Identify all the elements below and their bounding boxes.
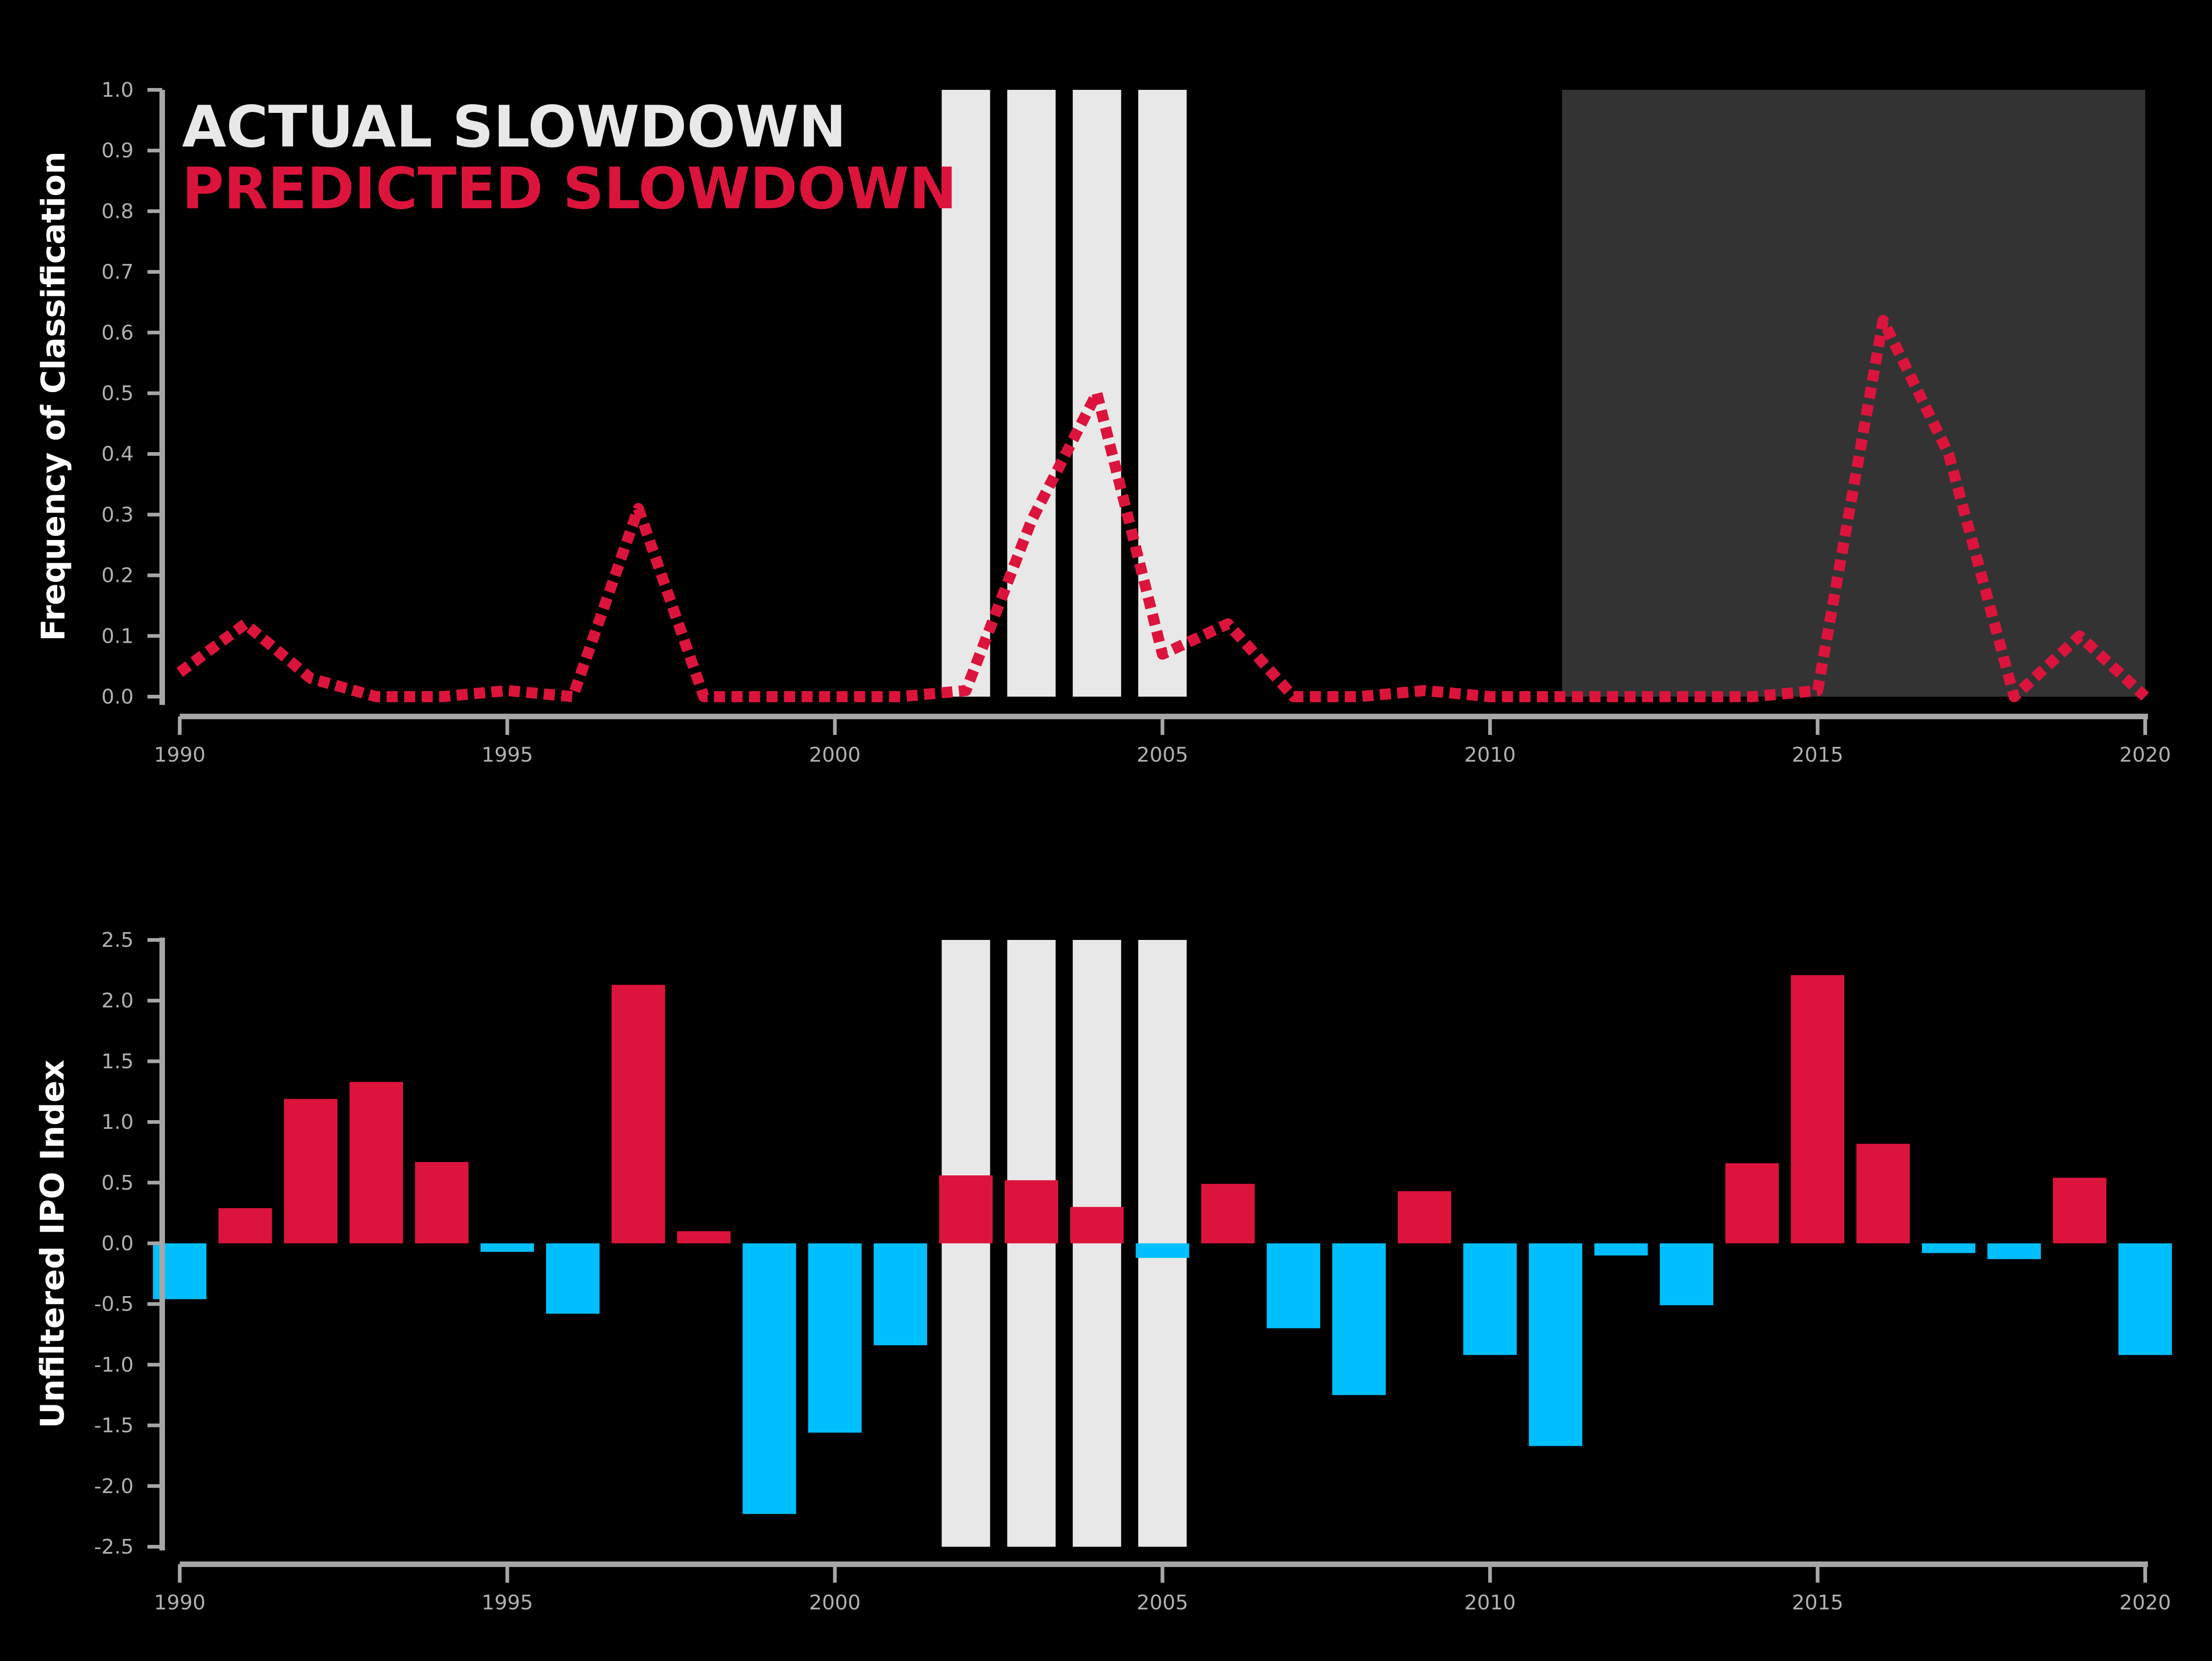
x-tick-label: 2000	[809, 743, 861, 767]
ipo-index-bar	[742, 1243, 796, 1514]
x-tick-label: 2010	[1464, 1591, 1516, 1614]
ipo-index-bar	[218, 1208, 272, 1244]
ipo-index-bar	[1070, 1207, 1124, 1244]
y-tick-label: 2.5	[101, 928, 134, 952]
x-tick-label: 2015	[1792, 1591, 1843, 1614]
y-tick-label: 1.5	[101, 1050, 134, 1073]
legend-actual-slowdown: ACTUAL SLOWDOWN	[182, 94, 847, 160]
actual-slowdown-rect	[1072, 90, 1121, 697]
ipo-index-bar	[1266, 1243, 1320, 1328]
x-tick-label: 2000	[809, 1591, 861, 1614]
y-tick-label: 0.8	[101, 200, 134, 223]
actual-slowdown-rect	[1138, 90, 1187, 697]
y-tick-label: 0.0	[101, 1232, 134, 1256]
ipo-index-bar	[2053, 1178, 2106, 1244]
y-tick-label: 0.1	[101, 624, 134, 648]
ipo-index-bar	[415, 1162, 469, 1244]
y-tick-label: 0.5	[101, 382, 134, 405]
ipo-index-bar	[284, 1099, 338, 1244]
ipo-index-bar	[349, 1082, 403, 1244]
y-tick-label: 0.3	[101, 503, 134, 527]
ipo-index-panel: -2.5 -2.0 -1.5 -1.0 -0.5 0.0 0.5 1.0 1.5 2.0 2.5 19…	[34, 928, 2172, 1614]
y-tick-label: 0.9	[101, 139, 134, 163]
y-tick-label: 1.0	[101, 78, 134, 102]
ipo-index-bar	[1725, 1163, 1779, 1244]
y-tick-label: 0.2	[101, 564, 134, 587]
ipo-index-bar	[1135, 1243, 1189, 1258]
y-tick-label: 0.5	[101, 1171, 134, 1195]
ipo-index-bar	[1529, 1243, 1583, 1446]
ipo-index-bar	[1922, 1243, 1976, 1253]
y-tick-label: -2.0	[94, 1474, 134, 1498]
x-tick-label: 1990	[154, 1591, 206, 1614]
x-tick-label: 2005	[1137, 743, 1188, 767]
ipo-index-bar	[1463, 1243, 1517, 1355]
ipo-index-bar	[1856, 1144, 1910, 1244]
ipo-index-bar	[1201, 1184, 1255, 1244]
ipo-index-bar	[1594, 1243, 1648, 1256]
ipo-index-bar	[873, 1243, 927, 1345]
x-tick-label: 2015	[1792, 743, 1843, 767]
predicted-slowdown-line	[176, 315, 2149, 702]
y-tick-label: 0.6	[101, 321, 134, 345]
actual-slowdown-rect	[1007, 90, 1056, 697]
x-tick-label: 1995	[482, 743, 533, 767]
ipo-index-bar	[480, 1243, 534, 1252]
ipo-index-bar	[1987, 1243, 2041, 1259]
x-tick-label: 2010	[1464, 743, 1516, 767]
ipo-index-bar	[1332, 1243, 1386, 1395]
ipo-index-bar	[546, 1243, 600, 1314]
y-tick-label: 0.0	[101, 685, 134, 709]
y-tick-label: 0.7	[101, 260, 134, 284]
ipo-index-bar	[939, 1175, 993, 1244]
x-tick-label: 2020	[2119, 743, 2171, 767]
y-tick-label: 0.4	[101, 442, 134, 466]
x-tick-label: 1995	[482, 1591, 533, 1614]
legend-predicted-slowdown: PREDICTED SLOWDOWN	[182, 156, 957, 222]
x-tick-label: 2020	[2119, 1591, 2171, 1614]
y-tick-label: 2.0	[101, 989, 134, 1013]
forecast-region	[1562, 90, 2145, 697]
ipo-index-bar	[1398, 1191, 1452, 1244]
y-axis-title: Unfiltered IPO Index	[34, 1060, 71, 1428]
x-tick-label: 2005	[1137, 1591, 1188, 1614]
actual-slowdown-rect	[941, 90, 990, 697]
ipo-index-bar	[1659, 1243, 1713, 1305]
ipo-index-bar	[612, 985, 665, 1244]
y-axis-title: Frequency of Classification	[35, 152, 72, 641]
y-tick-label: -2.5	[94, 1535, 134, 1559]
y-tick-label: 1.0	[101, 1110, 134, 1134]
ipo-index-bar	[808, 1243, 862, 1433]
x-tick-label: 1990	[154, 743, 206, 767]
y-tick-label: -1.5	[94, 1414, 134, 1438]
classification-panel: 0.0 0.1 0.2 0.3 0.4 0.5 0.6 0.7 0.8 0.9 1.0 1990 199…	[35, 78, 2171, 767]
ipo-index-bar	[2118, 1243, 2172, 1355]
y-tick-label: -1.0	[94, 1353, 134, 1377]
y-tick-label: -0.5	[94, 1292, 134, 1316]
ipo-index-bar	[677, 1231, 731, 1244]
ipo-index-bar	[1791, 975, 1845, 1244]
ipo-index-bar	[1005, 1180, 1059, 1244]
